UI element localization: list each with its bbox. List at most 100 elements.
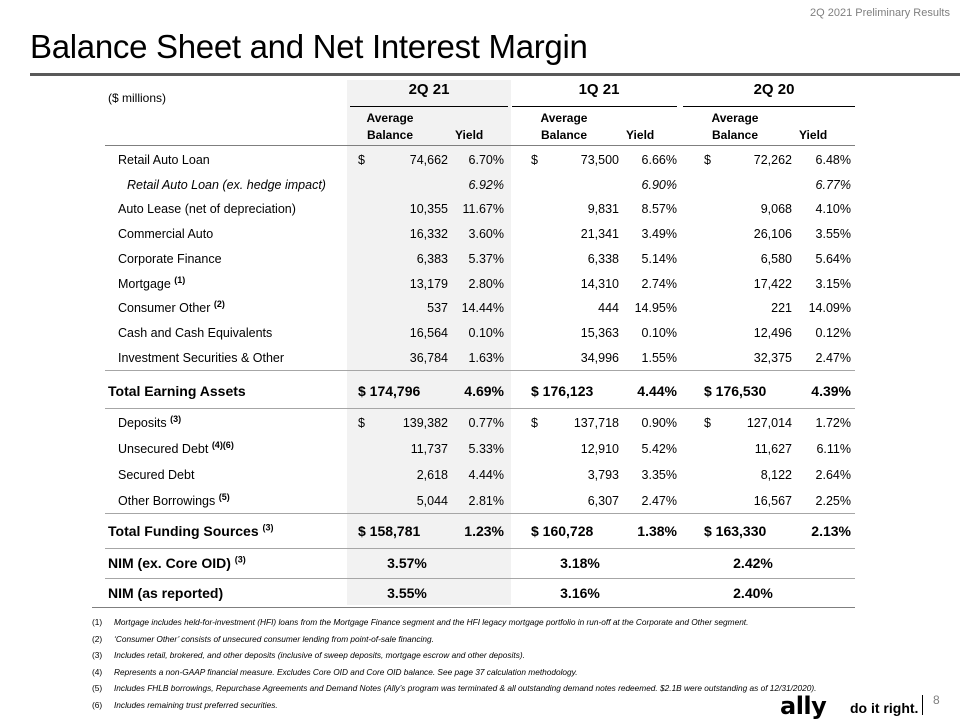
cell-1q21-yield: 6.90%	[641, 178, 677, 192]
current-period-shading	[347, 80, 511, 605]
cell-2q21-yield: 4.44%	[468, 468, 504, 482]
cell-1q21-balance: 34,996	[580, 350, 619, 365]
cell-2q20-balance: 8,122	[760, 468, 792, 482]
title-divider	[30, 73, 960, 76]
cell-2q21-nim: 3.57%	[387, 555, 427, 571]
cell-1q21-nim: 3.18%	[560, 555, 600, 571]
cell-2q21-yield: 5.33%	[468, 442, 504, 456]
row-label: Investment Securities & Other	[118, 350, 285, 365]
cell-1q21-balance: 21,341	[580, 227, 619, 242]
cell-2q21-yield: 14.44%	[461, 301, 504, 316]
section-divider	[105, 578, 855, 579]
cell-1q21-yield: 3.35%	[641, 468, 677, 482]
row-label: Auto Lease (net of depreciation)	[118, 202, 296, 217]
row-label: Corporate Finance	[118, 251, 222, 266]
cell-2q20-yield: 3.55%	[815, 227, 851, 242]
col-yield-1q21: Yield	[626, 128, 655, 142]
cell-2q20-balance: 221	[771, 301, 792, 316]
dollar-sign: $	[531, 416, 538, 430]
table-row: Retail Auto Loan $ 74,662 6.70% $ 73,500…	[0, 149, 960, 173]
cell-2q20-balance: 72,262	[753, 153, 792, 167]
cell-1q21-balance: 3,793	[587, 468, 619, 482]
cell-1q21-balance: 15,363	[580, 325, 619, 340]
cell-2q21-balance: 10,355	[409, 202, 448, 217]
cell-2q20-balance: 127,014	[746, 416, 792, 430]
cell-1q21-yield: 0.90%	[641, 416, 677, 430]
dollar-sign: $	[358, 416, 365, 430]
col-avg-balance-1q21: Average Balance	[540, 111, 588, 142]
cell-2q21-yield: 1.63%	[468, 350, 504, 365]
period-header-2q20: 2Q 20	[753, 81, 795, 98]
table-row: Mortgage (1) 13,179 2.80% 14,310 2.74% 17,422…	[0, 273, 960, 297]
footer-separator	[922, 695, 923, 715]
cell-1q21-balance: 73,500	[580, 153, 619, 167]
row-label: Total Funding Sources (3)	[108, 522, 274, 539]
cell-1q21-yield: 0.10%	[641, 325, 677, 340]
row-label: Retail Auto Loan	[118, 153, 210, 167]
table-row: Deposits (3) $ $ $139,382 0.77% 137,718 0.90% 1…	[0, 412, 960, 436]
footnote-divider	[92, 607, 855, 608]
cell-2q20-balance: 12,496	[753, 325, 792, 340]
cell-2q20-yield: 3.15%	[815, 276, 851, 291]
cell-2q20-yield: 5.64%	[815, 251, 851, 266]
footnote: (5) Includes FHLB borrowings, Repurchase …	[92, 683, 817, 693]
cell-1q21-yield: 8.57%	[641, 202, 677, 217]
row-label: Total Earning Assets	[108, 383, 246, 399]
cell-1q21-balance: $ 160,728	[531, 523, 594, 539]
period-rule-1q21	[512, 106, 677, 107]
total-earning-assets-row: Total Earning Assets $ 174,796 4.69% $ 1…	[0, 380, 960, 404]
cell-1q21-balance: 444	[598, 301, 619, 316]
cell-2q20-yield: 1.72%	[815, 416, 851, 430]
table-row: Corporate Finance 6,383 5.37% 6,338 5.14% 6,…	[0, 248, 960, 272]
section-divider	[105, 370, 855, 371]
period-header-1q21: 1Q 21	[578, 81, 620, 98]
report-label: 2Q 2021 Preliminary Results	[809, 7, 950, 19]
table-row: Unsecured Debt (4)(6) 11,737 5.33% 12,910 5.…	[0, 438, 960, 462]
footnote: (4) Represents a non-GAAP financial measu…	[92, 666, 578, 677]
row-label: NIM (as reported)	[108, 585, 224, 601]
cell-1q21-yield: 6.66%	[641, 153, 677, 167]
cell-2q21-yield: 0.77%	[468, 416, 504, 430]
page-number: 8	[933, 693, 940, 707]
table-row: Auto Lease (net of depreciation) 10,355 1…	[0, 198, 960, 222]
cell-2q20-balance: 16,567	[753, 494, 792, 508]
table-row: Investment Securities & Other 36,784 1.63…	[0, 347, 960, 371]
cell-2q20-yield: 6.48%	[815, 153, 851, 167]
cell-2q21-balance: 11,737	[410, 442, 448, 456]
cell-2q20-balance: 26,106	[753, 227, 792, 242]
cell-2q20-balance: 32,375	[753, 350, 792, 365]
cell-2q20-balance: 17,422	[753, 276, 792, 291]
table-row: Commercial Auto 16,332 3.60% 21,341 3.49% 26…	[0, 223, 960, 247]
cell-2q21-balance: $ 158,781	[358, 523, 421, 539]
cell-1q21-yield: 2.47%	[641, 494, 677, 508]
cell-2q21-balance: 537	[427, 301, 448, 316]
cell-1q21-balance: 14,310	[580, 276, 619, 291]
cell-2q20-balance: 9,068	[760, 202, 792, 217]
cell-2q21-yield: 6.92%	[468, 178, 504, 192]
table-row: Other Borrowings (5) 5,044 2.81% 6,307 2.47%…	[0, 490, 960, 514]
cell-1q21-yield: 2.74%	[641, 276, 677, 291]
cell-1q21-yield: 4.44%	[637, 383, 677, 399]
row-label: NIM (ex. Core OID) (3)	[108, 554, 246, 571]
cell-2q20-yield: 14.09%	[808, 301, 851, 316]
cell-2q21-yield: 11.67%	[462, 202, 504, 217]
cell-2q21-balance: 139,382	[402, 416, 448, 430]
row-label: Other Borrowings (5)	[118, 491, 230, 508]
period-header-2q21: 2Q 21	[408, 81, 450, 98]
cell-1q21-yield: 1.55%	[641, 350, 677, 365]
cell-2q20-nim: 2.42%	[733, 555, 773, 571]
cell-1q21-yield: 5.42%	[641, 442, 677, 456]
row-label: Retail Auto Loan (ex. hedge impact)	[127, 178, 326, 192]
cell-2q21-yield: 1.23%	[464, 523, 504, 539]
table-row: Secured Debt 2,618 4.44% 3,793 3.35% 8,122 2.…	[0, 464, 960, 488]
cell-1q21-balance: 9,831	[587, 202, 619, 217]
cell-1q21-balance: 12,910	[580, 442, 619, 456]
cell-2q21-balance: 36,784	[409, 350, 448, 365]
row-label: Unsecured Debt (4)(6)	[118, 439, 234, 456]
cell-2q20-yield: 2.25%	[815, 494, 851, 508]
cell-1q21-balance: 137,718	[573, 416, 619, 430]
nim-core-row: NIM (ex. Core OID) (3) 3.57% 3.18% 2.42%	[0, 552, 960, 576]
table-row: Cash and Cash Equivalents 16,564 0.10% 15,…	[0, 322, 960, 346]
col-avg-balance-2q21: Average Balance	[366, 111, 414, 142]
cell-2q20-balance: $ 163,330	[704, 523, 767, 539]
